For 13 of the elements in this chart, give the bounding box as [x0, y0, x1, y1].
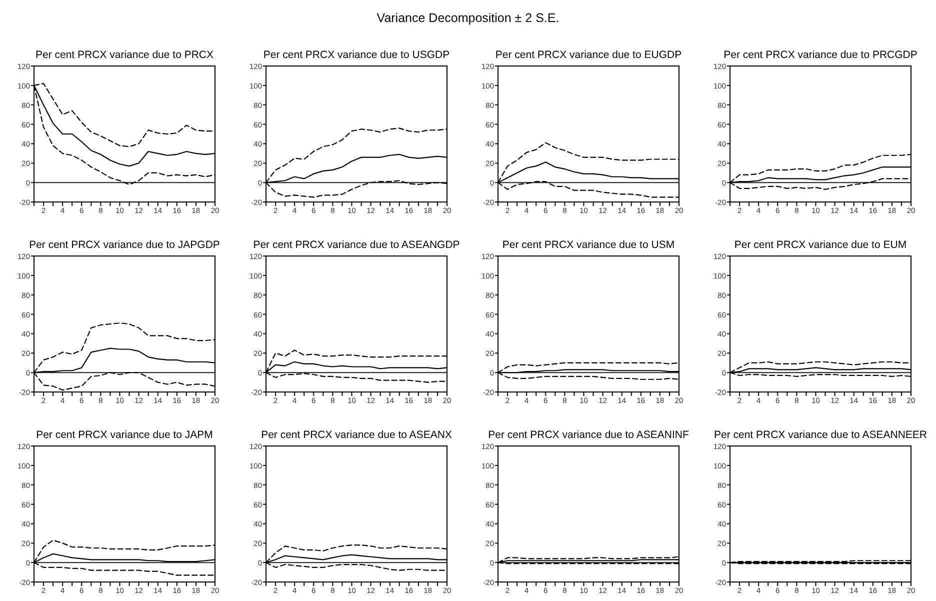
- chart-title: Per cent PRCX variance due to JAPGDP: [29, 239, 220, 251]
- chart-title: Per cent PRCX variance due to ASEANINF: [488, 429, 689, 441]
- chart-title: Per cent PRCX variance due to USGDP: [263, 49, 450, 61]
- chart-title: Per cent PRCX variance due to EUM: [734, 239, 907, 251]
- chart-title: Per cent PRCX variance due to USM: [502, 239, 675, 251]
- chart-title: Per cent PRCX variance due to PRCX: [36, 49, 214, 61]
- chart-title: Per cent PRCX variance due to JAPM: [36, 429, 213, 441]
- chart-title: Per cent PRCX variance due to ASEANNEER: [714, 429, 928, 441]
- chart-title: Per cent PRCX variance due to ASEANGDP: [253, 239, 460, 251]
- text: Variance Decomposition ± 2 S.E.: [376, 11, 560, 25]
- chart-title: Per cent PRCX variance due to PRCGDP: [724, 49, 918, 61]
- chart-title: Per cent PRCX variance due to EUGDP: [495, 49, 682, 61]
- chart-title: Per cent PRCX variance due to ASEANX: [261, 429, 452, 441]
